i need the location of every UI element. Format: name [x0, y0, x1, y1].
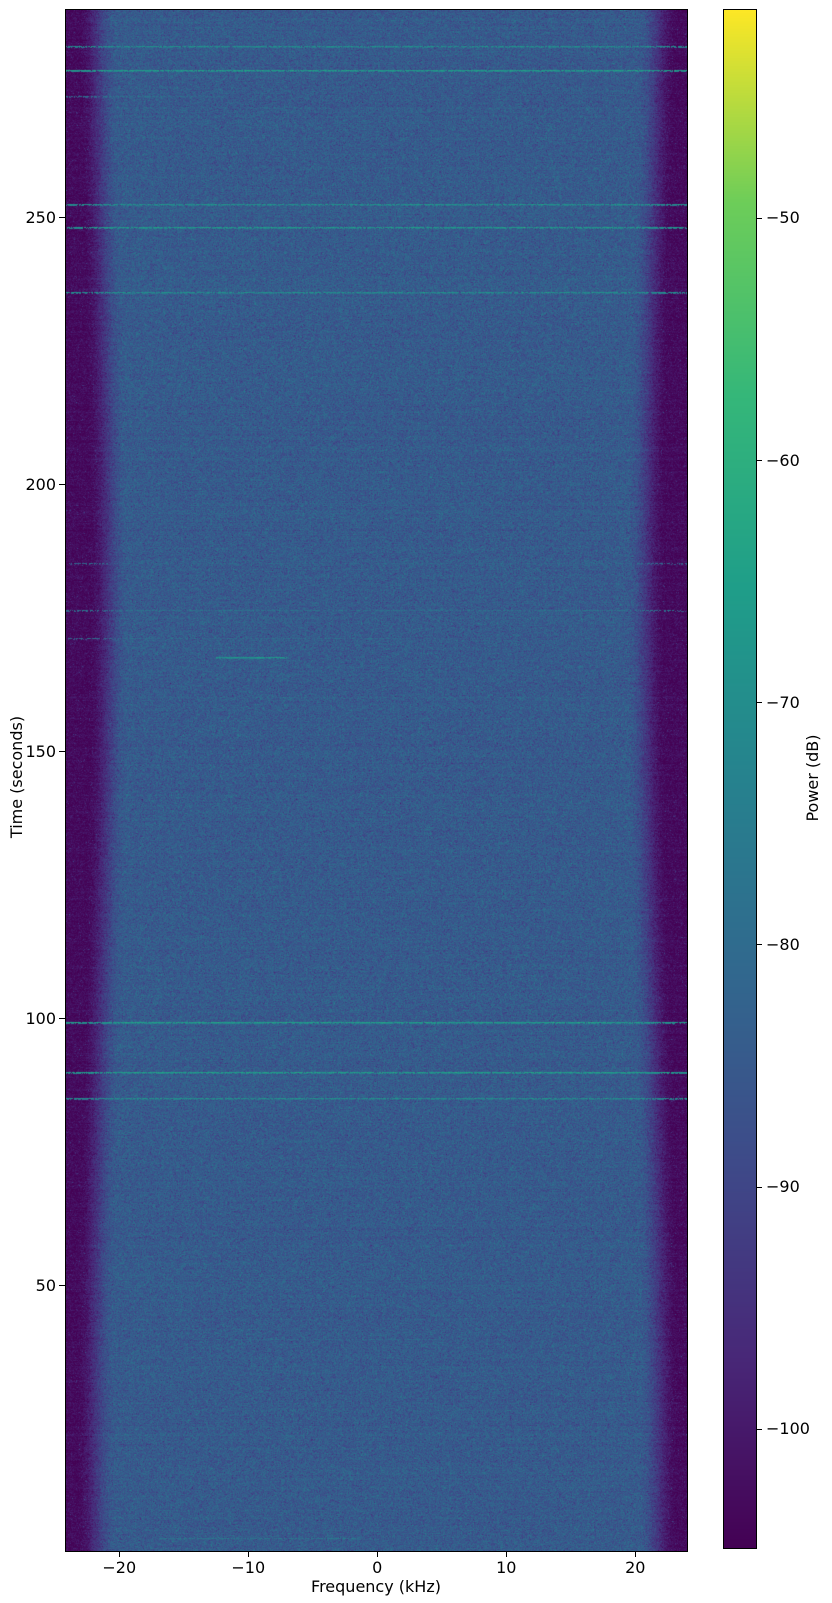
y-tick-mark: [59, 1018, 65, 1020]
colorbar-tick-label: −50: [766, 208, 800, 228]
colorbar-tick-mark: [756, 1428, 762, 1430]
plot-area: [65, 9, 688, 1552]
x-tick-label: 20: [625, 1558, 646, 1577]
colorbar-label: Power (dB): [803, 734, 822, 822]
colorbar-tick-label: −100: [766, 1419, 810, 1439]
colorbar-tick-label: −70: [766, 692, 800, 712]
y-tick-mark: [59, 484, 65, 486]
y-tick-mark: [59, 217, 65, 219]
x-tick-mark: [634, 1551, 636, 1557]
y-tick-label: 50: [35, 1275, 56, 1295]
colorbar-tick-mark: [756, 217, 762, 219]
colorbar-tick-mark: [756, 460, 762, 461]
y-tick-mark: [59, 1285, 65, 1287]
y-tick-label: 200: [25, 474, 56, 494]
y-tick-mark: [59, 751, 65, 753]
y-axis-label: Time (seconds): [7, 715, 26, 839]
x-tick-mark: [505, 1551, 507, 1557]
colorbar-tick-label: −90: [766, 1177, 800, 1197]
x-tick-mark: [247, 1551, 249, 1557]
colorbar-tick-label: −60: [766, 450, 800, 470]
x-tick-mark: [376, 1551, 378, 1557]
colorbar: [723, 9, 757, 1549]
colorbar-tick-label: −80: [766, 934, 800, 954]
x-axis-label: Frequency (kHz): [311, 1577, 441, 1596]
y-tick-label: 100: [25, 1008, 56, 1028]
x-tick-label: −20: [102, 1558, 137, 1577]
x-tick-mark: [118, 1551, 120, 1557]
x-tick-label: −10: [231, 1558, 266, 1577]
x-tick-label: 0: [372, 1558, 383, 1577]
y-tick-label: 150: [25, 741, 56, 761]
colorbar-tick-mark: [756, 702, 762, 704]
colorbar-tick-mark: [756, 1186, 762, 1188]
colorbar-tick-mark: [756, 944, 762, 946]
colorbar-gradient: [724, 10, 756, 1548]
x-tick-label: 10: [496, 1558, 517, 1577]
y-tick-label: 250: [25, 207, 56, 227]
spectrogram-heatmap: [66, 10, 687, 1551]
